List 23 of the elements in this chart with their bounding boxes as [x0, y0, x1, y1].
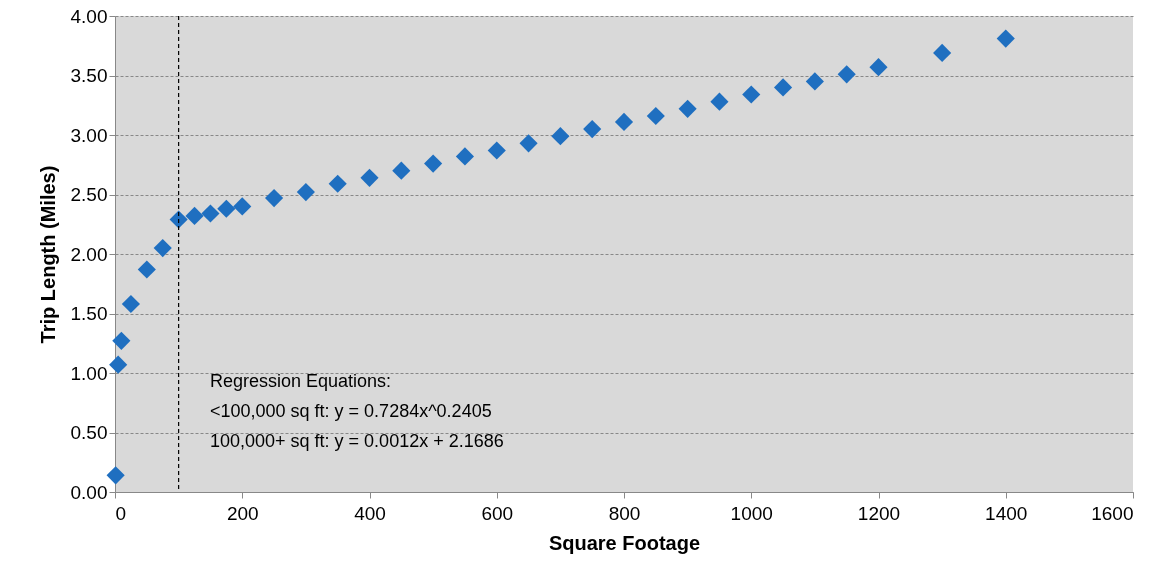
x-tick-label: 200	[226, 502, 259, 524]
x-axis-title: Square Footage	[548, 531, 701, 554]
y-tick-label: 3.00	[70, 124, 108, 146]
x-tick-label: 800	[608, 502, 641, 524]
y-tick-label: 2.00	[70, 243, 108, 265]
y-tick-label: 0.50	[70, 422, 108, 443]
x-tick-label: 1600	[1091, 502, 1134, 524]
x-tick-label: 1000	[730, 502, 773, 524]
x-tick-label: 1200	[857, 502, 901, 524]
y-tick-label: 1.50	[70, 303, 108, 324]
x-tick-label: 0	[115, 502, 127, 524]
x-tick-label: 600	[481, 502, 514, 524]
annotation: <100,000 sq ft: y = 0.7284x^0.2405	[210, 401, 492, 421]
y-tick-label: 3.50	[70, 65, 108, 86]
y-tick-label: 4.00	[70, 5, 108, 27]
y-tick-label: 0.00	[70, 481, 108, 503]
y-tick-label: 1.00	[70, 362, 108, 384]
x-tick-label: 400	[354, 502, 386, 524]
annotation: 100,000+ sq ft: y = 0.0012x + 2.1686	[210, 431, 504, 451]
x-tick-label: 1400	[985, 502, 1028, 524]
y-tick-label: 2.50	[70, 184, 108, 205]
y-axis-title: Trip Length (Miles)	[36, 165, 59, 344]
annotation: Regression Equations:	[210, 371, 392, 391]
